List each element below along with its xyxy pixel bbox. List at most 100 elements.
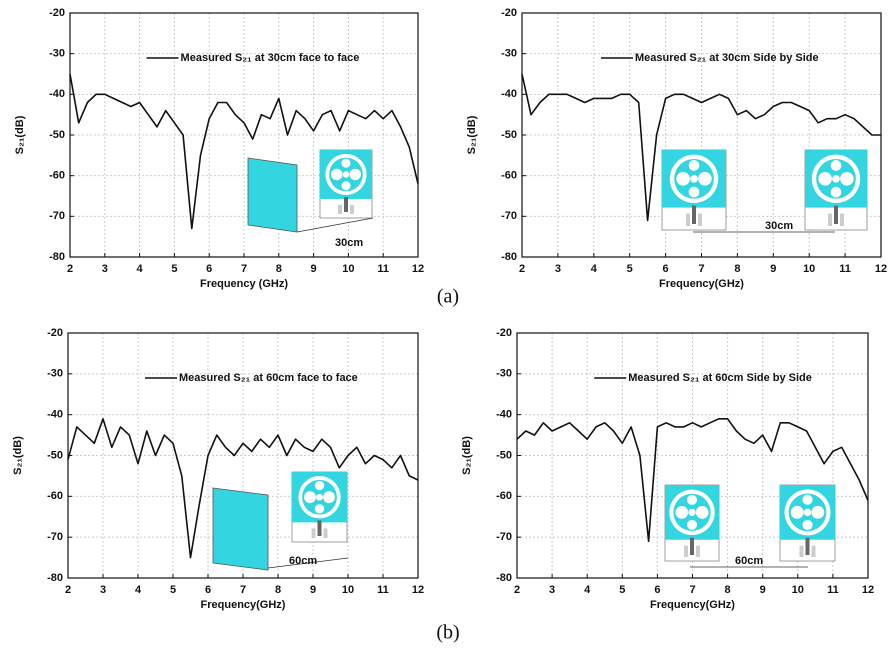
x-tick-label: 5	[171, 263, 177, 275]
y-tick-label: -60	[47, 490, 63, 502]
legend-label: Measured S₂₁ at 30cm Side by Side	[635, 52, 819, 64]
antenna-illustration	[661, 149, 727, 231]
x-tick-label: 3	[555, 263, 561, 275]
x-tick-label: 2	[65, 584, 71, 596]
x-tick-label: 8	[734, 263, 740, 275]
y-tick-label: -70	[501, 210, 517, 222]
feed	[317, 520, 322, 536]
x-tick-label: 11	[839, 263, 851, 275]
y-tick-label: -80	[47, 572, 63, 584]
y-tick-label: -50	[496, 449, 512, 461]
ground	[698, 213, 702, 226]
plot-frame	[516, 332, 869, 579]
x-tick-label: 12	[862, 584, 874, 596]
ground	[686, 213, 690, 226]
antenna-illustration	[319, 149, 373, 219]
caption: (a)	[437, 286, 459, 308]
antenna-illustration	[804, 149, 868, 231]
antenna-illustration	[291, 471, 348, 543]
x-tick-label: 9	[760, 584, 766, 596]
x-tick-label: 8	[725, 584, 731, 596]
feed	[690, 537, 694, 555]
y-tick-label: -50	[47, 449, 63, 461]
slot	[314, 504, 325, 514]
slot	[802, 519, 813, 531]
x-tick-label: 4	[591, 263, 598, 275]
feed	[344, 196, 348, 212]
slot	[349, 168, 362, 181]
slot	[830, 160, 842, 171]
y-axis-label: S₂₁(dB)	[466, 115, 478, 154]
legend-label: Measured S₂₁ at 60cm face to face	[179, 372, 358, 384]
x-tick-label: 9	[311, 263, 317, 275]
ground	[828, 213, 832, 226]
y-tick-label: -70	[49, 210, 65, 222]
x-tick-label: 5	[627, 263, 633, 275]
x-tick-label: 11	[377, 263, 389, 275]
x-tick-label: 8	[276, 263, 282, 275]
ground	[684, 545, 688, 557]
slot	[688, 508, 696, 516]
y-tick-label: -70	[47, 531, 63, 543]
y-tick-label: -30	[496, 368, 512, 380]
ground	[350, 204, 354, 214]
y-tick-label: -80	[501, 251, 517, 263]
y-tick-label: -30	[47, 368, 63, 380]
y-tick-label: -80	[49, 251, 65, 263]
ground	[323, 528, 328, 538]
slot	[832, 174, 840, 183]
x-tick-label: 3	[102, 263, 108, 275]
x-tick-label: 3	[100, 584, 106, 596]
slot	[314, 480, 325, 491]
y-tick-label: -60	[501, 170, 517, 182]
y-tick-label: -40	[49, 88, 65, 100]
legend-label: Measured S₂₁ at 30cm face to face	[181, 52, 360, 64]
slot	[323, 491, 335, 504]
plot-frame	[67, 332, 419, 579]
legend-label: Measured S₂₁ at 60cm Side by Side	[628, 372, 812, 384]
x-tick-label: 7	[689, 584, 695, 596]
slot	[330, 168, 343, 181]
ground	[338, 204, 342, 214]
y-tick-label: -30	[501, 48, 517, 60]
slot	[341, 158, 351, 168]
y-tick-label: -50	[501, 129, 517, 141]
x-tick-label: 4	[137, 263, 144, 275]
distance-label: 60cm	[735, 555, 763, 567]
x-tick-label: 6	[654, 584, 660, 596]
x-tick-label: 6	[663, 263, 669, 275]
slot	[811, 505, 825, 519]
slot	[316, 493, 323, 501]
x-tick-label: 11	[377, 584, 389, 596]
data-line	[69, 73, 419, 230]
x-axis-label: Frequency(GHz)	[201, 599, 286, 611]
slot	[695, 506, 709, 519]
y-axis-label: S₂₁(dB)	[461, 436, 473, 475]
y-tick-label: -20	[47, 327, 63, 339]
x-tick-label: 7	[240, 584, 246, 596]
reflector-illustration	[212, 487, 269, 571]
x-tick-label: 2	[67, 263, 73, 275]
x-tick-label: 7	[698, 263, 704, 275]
slot	[342, 171, 350, 178]
x-tick-label: 10	[803, 263, 815, 275]
x-tick-label: 4	[584, 584, 591, 596]
slot	[830, 186, 842, 198]
ground	[811, 545, 816, 557]
distance-label: 30cm	[765, 220, 793, 232]
feed	[834, 205, 838, 224]
caption: (b)	[436, 622, 459, 644]
slot	[341, 181, 351, 191]
y-tick-label: -80	[496, 572, 512, 584]
slot	[675, 506, 689, 519]
x-tick-label: 5	[170, 584, 176, 596]
slot	[687, 494, 697, 505]
data-line	[516, 418, 869, 543]
data-line	[521, 73, 881, 222]
x-tick-label: 9	[310, 584, 316, 596]
antenna-illustration	[779, 484, 836, 562]
x-tick-label: 6	[206, 263, 212, 275]
reflector-illustration	[247, 157, 298, 233]
ground	[840, 213, 844, 226]
